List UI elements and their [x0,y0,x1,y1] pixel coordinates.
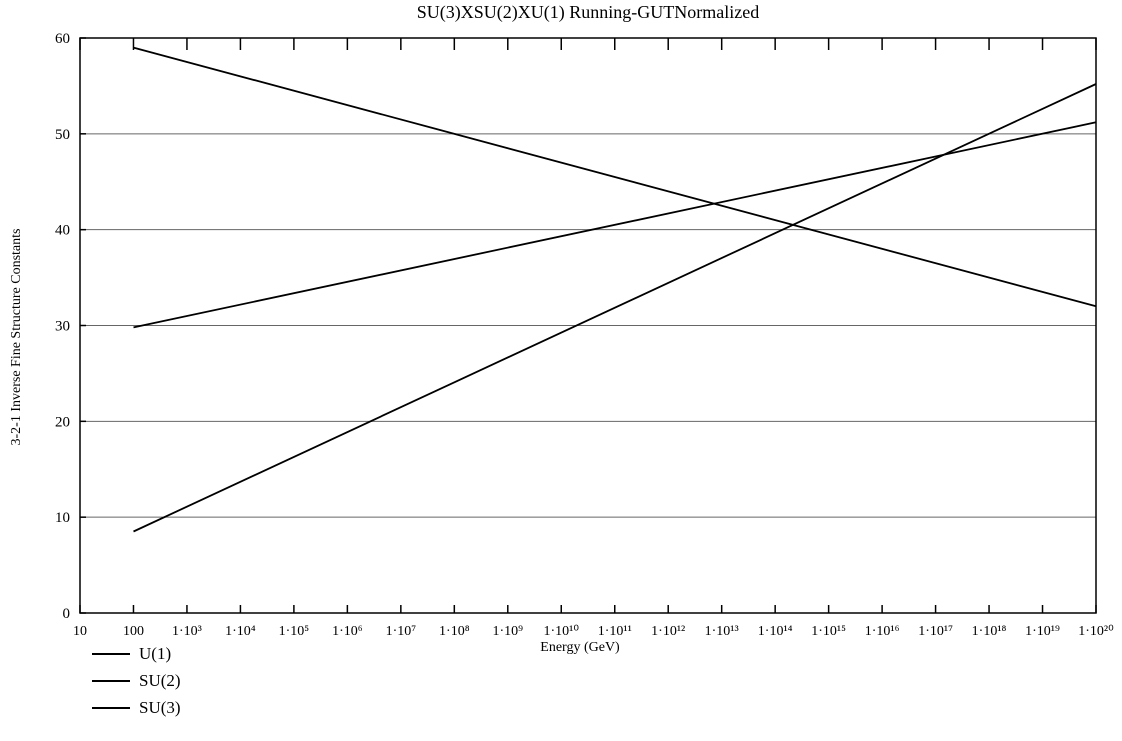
x-tick-label: 1·10²⁰ [1078,624,1114,639]
legend-line-icon [92,679,130,682]
x-tick-label: 1·10³ [172,624,202,639]
chart-title: SU(3)XSU(2)XU(1) Running-GUTNormalized [416,2,760,22]
x-tick-label: 1·10¹⁶ [865,624,900,639]
legend-label-su3: SU(3) [139,697,181,717]
x-tick-label: 1·10¹² [651,624,685,639]
series-line-u1 [133,46,1097,308]
legend-item-u1: U(1) [92,640,181,667]
series-line-su2 [133,121,1097,329]
y-tick-label: 20 [55,414,70,430]
x-tick-label: 1·10⁷ [386,624,417,639]
x-tick-label: 1·10¹⁴ [758,624,793,639]
x-tick-label: 1·10¹⁸ [972,624,1007,639]
y-tick-label: 50 [55,127,70,143]
x-tick-label: 100 [123,624,144,639]
legend-item-su2: SU(2) [92,667,181,694]
x-tick-label: 1·10¹¹ [598,624,632,639]
legend-label-su2: SU(2) [139,670,181,690]
x-tick-label: 1·10¹⁹ [1025,624,1060,639]
y-tick-label: 60 [55,31,70,47]
x-tick-label: 1·10¹⁷ [918,624,953,639]
legend-line-icon [92,652,130,655]
legend-line-icon [92,706,130,709]
x-tick-label: 1·10⁴ [225,624,256,639]
x-tick-label: 1·10⁶ [332,624,363,639]
y-tick-label: 40 [55,223,70,239]
x-tick-label: 1·10¹⁰ [544,624,580,639]
y-tick-label: 0 [63,606,71,622]
y-tick-label: 30 [55,319,70,335]
legend-item-su3: SU(3) [92,694,181,721]
legend-label-u1: U(1) [139,643,172,663]
y-tick-label: 10 [55,510,70,526]
x-tick-label: 1·10⁹ [493,624,524,639]
legend: U(1) SU(2) SU(3) [92,640,181,721]
x-tick-label: 1·10⁸ [439,624,470,639]
x-tick-label: 1·10¹⁵ [811,624,846,639]
series-line-su3 [133,83,1097,533]
x-tick-label: 10 [73,624,87,639]
x-tick-label: 1·10¹³ [705,624,739,639]
y-axis-label: 3-2-1 Inverse Fine Structure Constants [9,228,24,446]
x-tick-label: 1·10⁵ [279,624,310,639]
x-axis-label: Energy (GeV) [540,640,620,655]
